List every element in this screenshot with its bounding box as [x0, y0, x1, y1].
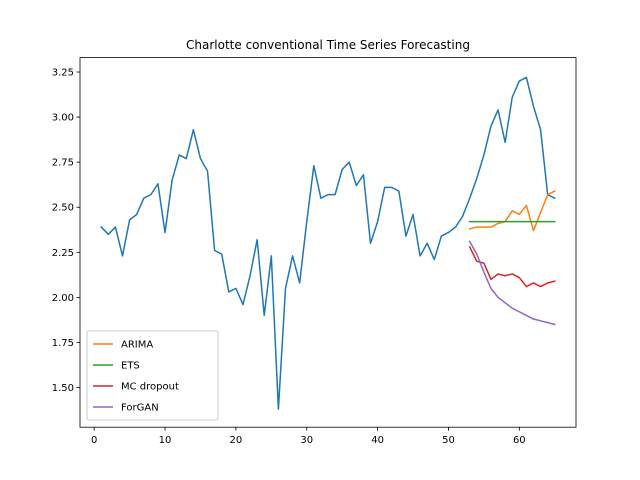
y-tick-label: 2.75	[52, 158, 74, 169]
chart-title: Charlotte conventional Time Series Forec…	[186, 38, 470, 52]
series-layer	[100, 76, 556, 410]
legend: ARIMA ETS MC dropout ForGAN	[86, 330, 219, 421]
y-tick-label: 3.25	[52, 68, 74, 79]
y-tick-label: 1.75	[52, 338, 74, 349]
y-tick-label: 2.25	[52, 248, 74, 259]
series-line-mc-dropout	[468, 245, 556, 288]
y-tick-label: 2.00	[52, 293, 74, 304]
legend-label-arima: ARIMA	[121, 340, 153, 351]
series-line-observed	[100, 76, 556, 410]
x-tick-label: 10	[159, 435, 172, 446]
legend-label-forgan: ForGAN	[121, 403, 159, 414]
x-tick-label: 60	[513, 435, 526, 446]
series-line-arima	[468, 190, 556, 232]
axes-frame	[79, 57, 577, 428]
x-tick-label: 0	[91, 435, 97, 446]
legend-box	[86, 330, 219, 421]
x-tick-label: 20	[230, 435, 243, 446]
y-tick-label: 2.50	[52, 203, 74, 214]
axes-layer: 0 10 20 30 40 50 60 1.50 1.75 2.00 2.25 2.50 2.75 3.0…	[52, 57, 577, 446]
series-line-forgan	[468, 240, 556, 326]
legend-label-ets: ETS	[121, 361, 140, 372]
x-tick-label: 50	[442, 435, 455, 446]
x-tick-label: 30	[300, 435, 313, 446]
x-tick-label: 40	[371, 435, 384, 446]
y-tick-label: 1.50	[52, 383, 74, 394]
y-tick-label: 3.00	[52, 113, 74, 124]
legend-label-mc-dropout: MC dropout	[121, 382, 179, 393]
